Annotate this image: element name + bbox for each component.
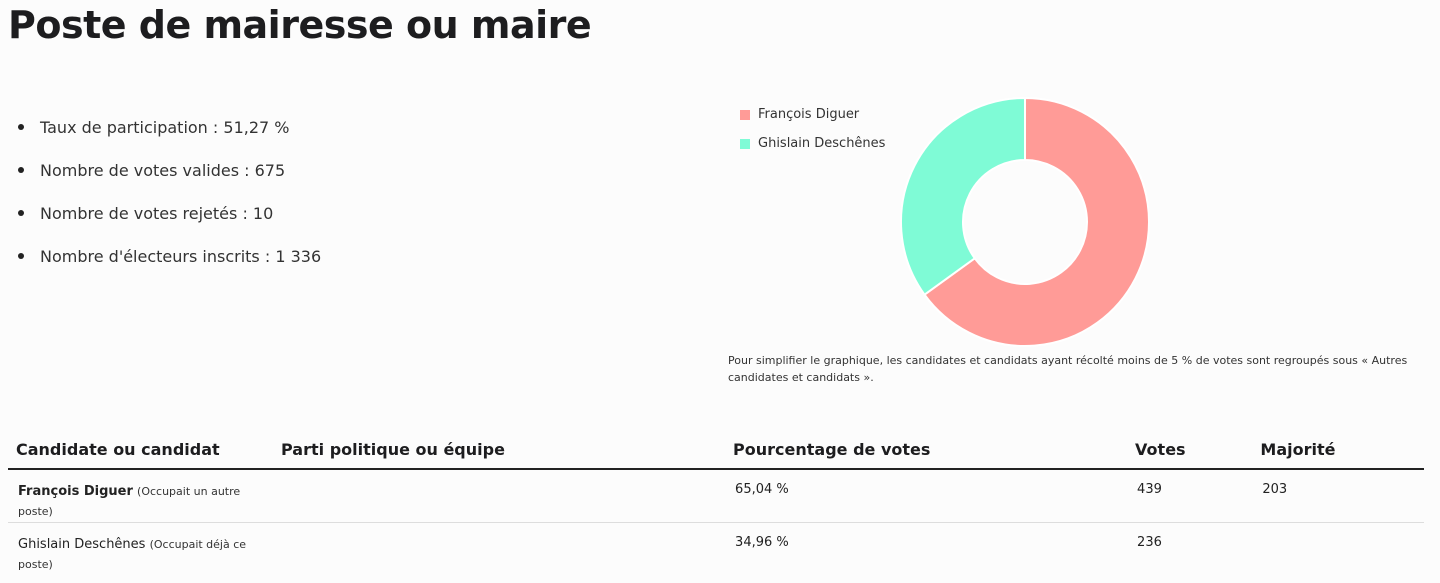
legend-label-deschenes: Ghislain Deschênes [758,135,886,151]
stat-registered-voters: Nombre d'électeurs inscrits : 1 336 [18,234,321,277]
stats-list: Taux de participation : 51,27 % Nombre d… [18,105,321,277]
legend-swatch-diguer [740,109,750,120]
percent-cell: 65,04 % [725,469,1128,523]
candidate-cell: François Diguer (Occupait un autre poste… [8,469,273,523]
legend-item-deschenes[interactable]: Ghislain Deschênes [740,129,885,158]
votes-cell: 236 [1127,522,1253,583]
table-header-row: Candidate ou candidat Parti politique ou… [8,430,1424,470]
stat-rejected-votes: Nombre de votes rejetés : 10 [18,191,321,234]
stat-turnout: Taux de participation : 51,27 % [18,105,321,148]
page-title: Poste de mairesse ou maire [8,3,592,47]
stat-valid-votes: Nombre de votes valides : 675 [18,148,321,191]
party-cell [273,522,726,583]
candidate-name: Ghislain Deschênes [18,537,146,552]
majority-cell: 203 [1252,469,1424,523]
header-majority: Majorité [1252,430,1424,470]
header-candidate: Candidate ou candidat [8,430,273,470]
majority-cell [1252,522,1424,583]
party-cell [273,469,726,523]
results-table: Candidate ou candidat Parti politique ou… [8,430,1424,583]
donut-chart [900,97,1150,347]
donut-slice-diguer[interactable] [923,97,1150,347]
legend-label-diguer: François Diguer [758,106,860,122]
header-party: Parti politique ou équipe [273,430,726,470]
legend-swatch-deschenes [740,138,750,149]
chart-legend: François Diguer Ghislain Deschênes [740,100,885,158]
table-row: Ghislain Deschênes (Occupait déjà ce pos… [8,522,1424,583]
candidate-note: (Occupait déjà ce poste) [18,538,247,571]
legend-item-diguer[interactable]: François Diguer [740,100,885,129]
candidate-note: (Occupait un autre poste) [18,485,241,518]
header-votes: Votes [1127,430,1253,470]
donut-slice-deschenes[interactable] [900,97,1026,297]
candidate-name: François Diguer [18,484,133,499]
header-percent: Pourcentage de votes [725,430,1128,470]
chart-note: Pour simplifier le graphique, les candid… [728,354,1408,384]
percent-cell: 34,96 % [725,522,1128,583]
votes-cell: 439 [1127,469,1253,523]
table-row: François Diguer (Occupait un autre poste… [8,469,1424,523]
candidate-cell: Ghislain Deschênes (Occupait déjà ce pos… [8,522,273,583]
